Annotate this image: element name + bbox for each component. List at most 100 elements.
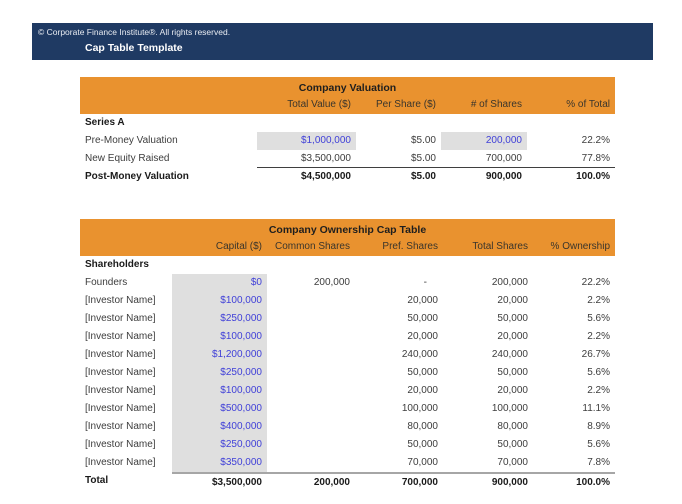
capital-input-cell[interactable]: $350,000: [172, 454, 267, 472]
capital-input-cell[interactable]: $100,000: [172, 292, 267, 310]
table-row-shareholder: [Investor Name] $250,000 50,000 50,000 5…: [80, 436, 615, 454]
common-shares-cell: 200,000: [313, 277, 350, 288]
spreadsheet-area: Company Valuation Total Value ($) Per Sh…: [80, 77, 615, 490]
column-header-pref-shares: Pref. Shares: [382, 241, 438, 252]
section-label-shareholders: Shareholders: [85, 259, 149, 270]
capital-input-cell[interactable]: $100,000: [172, 328, 267, 346]
total-shares-cell: 100,000: [491, 403, 528, 414]
row-label: [Investor Name]: [85, 349, 156, 360]
title-banner: © Corporate Finance Institute®. All righ…: [32, 23, 653, 60]
section-label-series-a: Series A: [85, 117, 125, 128]
column-header-total-value: Total Value ($): [287, 99, 351, 110]
total-shares-cell: 80,000: [497, 421, 528, 432]
table-row-shareholder: [Investor Name] $250,000 50,000 50,000 5…: [80, 364, 615, 382]
pref-shares-cell: 50,000: [407, 313, 438, 324]
pref-shares-cell: 50,000: [407, 367, 438, 378]
common-shares-cell: [267, 436, 355, 454]
post-money-total-value-cell: $4,500,000: [300, 171, 351, 182]
common-shares-cell: [267, 454, 355, 472]
common-shares-cell: [267, 400, 355, 418]
total-shares-cell: 20,000: [497, 385, 528, 396]
pct-ownership-cell: 22.2%: [581, 277, 610, 288]
common-shares-cell: [267, 292, 355, 310]
table-row-shareholder: [Investor Name] $100,000 20,000 20,000 2…: [80, 382, 615, 400]
pref-shares-cell: 240,000: [401, 349, 438, 360]
common-shares-cell: [267, 364, 355, 382]
total-pct-ownership-cell: 100.0%: [533, 472, 615, 490]
pref-shares-cell: 50,000: [407, 439, 438, 450]
row-label: [Investor Name]: [85, 331, 156, 342]
table-row-shareholder: Founders $0 200,000 - 200,000 22.2%: [80, 274, 615, 292]
valuation-table-header: Company Valuation Total Value ($) Per Sh…: [80, 77, 615, 114]
pct-ownership-cell: 11.1%: [582, 403, 610, 414]
column-header-blank: [80, 238, 172, 256]
pct-ownership-cell: 5.6%: [587, 439, 610, 450]
new-equity-shares-cell: 700,000: [441, 150, 527, 168]
column-header-common-shares: Common Shares: [274, 241, 350, 252]
total-shares-cell: 50,000: [497, 439, 528, 450]
total-capital-cell: $3,500,000: [172, 472, 267, 490]
pct-ownership-cell: 26.7%: [581, 349, 610, 360]
new-equity-per-share-cell: $5.00: [356, 150, 441, 168]
row-label: Founders: [85, 277, 128, 288]
section-row: Shareholders: [80, 256, 615, 274]
pref-shares-cell: 20,000: [407, 331, 438, 342]
table-row-shareholder: [Investor Name] $500,000 100,000 100,000…: [80, 400, 615, 418]
pct-ownership-cell: 2.2%: [587, 295, 610, 306]
column-header-pct-total: % of Total: [566, 99, 610, 110]
pct-ownership-cell: 5.6%: [587, 313, 610, 324]
capital-input-cell[interactable]: $0: [172, 274, 267, 292]
valuation-table-title: Company Valuation: [298, 81, 397, 94]
table-row-shareholder: [Investor Name] $1,200,000 240,000 240,0…: [80, 346, 615, 364]
common-shares-cell: [267, 382, 355, 400]
pre-money-total-value-input-cell[interactable]: $1,000,000: [257, 132, 356, 150]
pref-shares-cell: 80,000: [407, 421, 438, 432]
table-row-shareholder: [Investor Name] $350,000 70,000 70,000 7…: [80, 454, 615, 472]
common-shares-cell: [267, 346, 355, 364]
column-header-pct-ownership: % Ownership: [550, 241, 610, 252]
pref-shares-cell: 70,000: [407, 457, 438, 468]
total-row-label: Total: [85, 475, 109, 486]
common-shares-cell: [267, 310, 355, 328]
pct-ownership-cell: 2.2%: [587, 331, 610, 342]
row-label: [Investor Name]: [85, 457, 156, 468]
total-shares-cell: 240,000: [491, 349, 528, 360]
pref-shares-cell: 100,000: [401, 403, 438, 414]
capital-input-cell[interactable]: $250,000: [172, 310, 267, 328]
post-money-shares-cell: 900,000: [485, 171, 522, 182]
capital-input-cell[interactable]: $250,000: [172, 436, 267, 454]
pref-shares-cell: 20,000: [407, 385, 438, 396]
copyright-text: © Corporate Finance Institute®. All righ…: [38, 27, 231, 37]
row-label: Post-Money Valuation: [85, 171, 189, 182]
total-total-shares-cell: 900,000: [443, 472, 533, 490]
table-row-post-money: Post-Money Valuation $4,500,000 $5.00 90…: [80, 168, 615, 186]
capital-input-cell[interactable]: $500,000: [172, 400, 267, 418]
post-money-per-share-cell: $5.00: [410, 171, 436, 182]
ownership-table-header: Company Ownership Cap Table Capital ($) …: [80, 219, 615, 256]
table-row-shareholder: [Investor Name] $100,000 20,000 20,000 2…: [80, 292, 615, 310]
row-label: Pre-Money Valuation: [85, 135, 178, 146]
capital-input-cell[interactable]: $1,200,000: [172, 346, 267, 364]
capital-input-cell[interactable]: $250,000: [172, 364, 267, 382]
table-row-pre-money: Pre-Money Valuation $1,000,000 $5.00 200…: [80, 132, 615, 150]
section-row: Series A: [80, 114, 615, 132]
column-header-blank: [80, 96, 257, 114]
row-label: [Investor Name]: [85, 313, 156, 324]
common-shares-cell: [267, 328, 355, 346]
table-row-shareholder: [Investor Name] $100,000 20,000 20,000 2…: [80, 328, 615, 346]
capital-input-cell[interactable]: $400,000: [172, 418, 267, 436]
total-shares-cell: 50,000: [497, 367, 528, 378]
pre-money-shares-input-cell[interactable]: 200,000: [441, 132, 527, 150]
new-equity-total-value-cell: $3,500,000: [257, 150, 356, 168]
pre-money-pct-cell: 22.2%: [581, 135, 610, 146]
new-equity-pct-cell: 77.8%: [527, 150, 615, 168]
row-label: [Investor Name]: [85, 385, 156, 396]
pct-ownership-cell: 8.9%: [587, 421, 610, 432]
row-label: [Investor Name]: [85, 421, 156, 432]
total-pref-shares-cell: 700,000: [355, 472, 443, 490]
capital-input-cell[interactable]: $100,000: [172, 382, 267, 400]
total-shares-cell: 20,000: [497, 295, 528, 306]
company-valuation-table: Company Valuation Total Value ($) Per Sh…: [80, 77, 615, 186]
pct-ownership-cell: 5.6%: [587, 367, 610, 378]
table-row-total: Total $3,500,000 200,000 700,000 900,000…: [80, 472, 615, 490]
